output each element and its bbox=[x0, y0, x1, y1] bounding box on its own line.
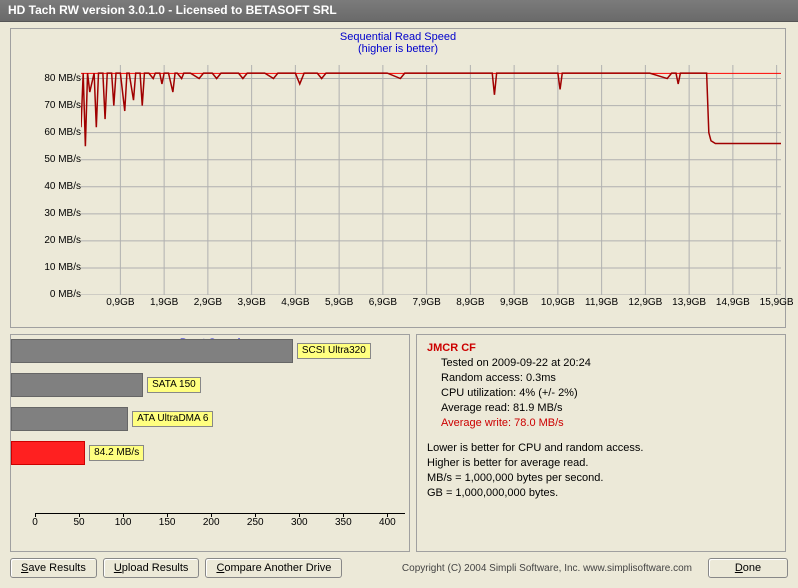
seq-x-label: 6,9GB bbox=[369, 297, 397, 308]
device-name: JMCR CF bbox=[427, 341, 775, 356]
seq-y-label: 40 MB/s bbox=[31, 181, 81, 192]
seq-chart-svg bbox=[81, 65, 781, 295]
seq-y-label: 0 MB/s bbox=[31, 289, 81, 300]
seq-x-label: 3,9GB bbox=[237, 297, 265, 308]
seq-x-label: 5,9GB bbox=[325, 297, 353, 308]
info-avg-read: Average read: 81.9 MB/s bbox=[441, 401, 775, 416]
button-row: Save Results Upload Results Compare Anot… bbox=[10, 558, 788, 578]
seq-x-label: 4,9GB bbox=[281, 297, 309, 308]
seq-x-label: 1,9GB bbox=[150, 297, 178, 308]
seq-x-label: 8,9GB bbox=[456, 297, 484, 308]
burst-bar bbox=[11, 441, 85, 465]
burst-x-label: 150 bbox=[159, 517, 176, 528]
burst-x-label: 200 bbox=[203, 517, 220, 528]
burst-x-label: 50 bbox=[73, 517, 84, 528]
seq-x-label: 2,9GB bbox=[194, 297, 222, 308]
info-tested-on: Tested on 2009-09-22 at 20:24 bbox=[441, 356, 775, 371]
upload-results-button[interactable]: Upload Results bbox=[103, 558, 200, 578]
done-button[interactable]: Done bbox=[708, 558, 788, 578]
seq-y-label: 80 MB/s bbox=[31, 73, 81, 84]
info-random-access: Random access: 0.3ms bbox=[441, 371, 775, 386]
burst-bar-label: SATA 150 bbox=[147, 377, 201, 393]
copyright-text: Copyright (C) 2004 Simpli Software, Inc.… bbox=[402, 563, 692, 574]
seq-y-label: 60 MB/s bbox=[31, 127, 81, 138]
save-results-button[interactable]: Save Results bbox=[10, 558, 97, 578]
burst-x-label: 100 bbox=[115, 517, 132, 528]
seq-x-label: 15,9GB bbox=[760, 297, 794, 308]
info-note1: Lower is better for CPU and random acces… bbox=[427, 441, 775, 456]
burst-x-label: 0 bbox=[32, 517, 38, 528]
seq-chart-title: Sequential Read Speed bbox=[11, 29, 785, 43]
seq-y-label: 30 MB/s bbox=[31, 208, 81, 219]
seq-y-label: 50 MB/s bbox=[31, 154, 81, 165]
info-note3: MB/s = 1,000,000 bytes per second. bbox=[427, 471, 775, 486]
burst-bar bbox=[11, 373, 143, 397]
seq-x-label: 9,9GB bbox=[500, 297, 528, 308]
burst-x-axis bbox=[35, 513, 405, 514]
burst-x-label: 350 bbox=[335, 517, 352, 528]
seq-x-label: 12,9GB bbox=[628, 297, 662, 308]
seq-x-label: 7,9GB bbox=[412, 297, 440, 308]
window-titlebar: HD Tach RW version 3.0.1.0 - Licensed to… bbox=[0, 0, 798, 22]
burst-bar bbox=[11, 407, 128, 431]
seq-y-label: 20 MB/s bbox=[31, 235, 81, 246]
burst-bar-label: SCSI Ultra320 bbox=[297, 343, 371, 359]
info-note2: Higher is better for average read. bbox=[427, 456, 775, 471]
burst-chart-panel: Burst Speed (higher is better) SCSI Ultr… bbox=[10, 334, 410, 552]
burst-bar bbox=[11, 339, 293, 363]
burst-bar-label: ATA UltraDMA 6 bbox=[132, 411, 213, 427]
burst-bar-label: 84.2 MB/s bbox=[89, 445, 144, 461]
info-cpu-util: CPU utilization: 4% (+/- 2%) bbox=[441, 386, 775, 401]
burst-x-label: 250 bbox=[247, 517, 264, 528]
seq-x-label: 0,9GB bbox=[106, 297, 134, 308]
seq-y-label: 10 MB/s bbox=[31, 262, 81, 273]
burst-x-label: 400 bbox=[379, 517, 396, 528]
info-avg-write: Average write: 78.0 MB/s bbox=[441, 416, 775, 431]
burst-x-label: 300 bbox=[291, 517, 308, 528]
seq-y-label: 70 MB/s bbox=[31, 100, 81, 111]
compare-drive-button[interactable]: Compare Another Drive bbox=[205, 558, 342, 578]
info-note4: GB = 1,000,000,000 bytes. bbox=[427, 486, 775, 501]
seq-x-label: 11,9GB bbox=[585, 297, 618, 308]
seq-chart-subtitle: (higher is better) bbox=[11, 43, 785, 55]
content: Sequential Read Speed (higher is better)… bbox=[0, 22, 798, 582]
sequential-chart-panel: Sequential Read Speed (higher is better)… bbox=[10, 28, 786, 328]
seq-x-label: 13,9GB bbox=[672, 297, 706, 308]
info-panel: JMCR CF Tested on 2009-09-22 at 20:24 Ra… bbox=[416, 334, 786, 552]
seq-x-label: 14,9GB bbox=[716, 297, 750, 308]
burst-plot: SCSI Ultra320SATA 150ATA UltraDMA 684.2 … bbox=[11, 361, 381, 513]
seq-x-label: 10,9GB bbox=[541, 297, 575, 308]
